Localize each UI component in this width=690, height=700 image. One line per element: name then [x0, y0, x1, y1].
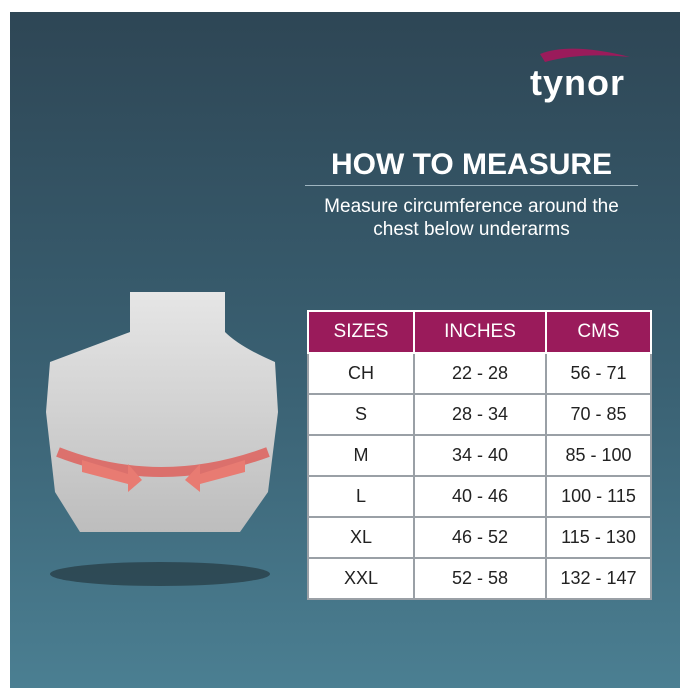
divider [305, 185, 638, 186]
torso [46, 292, 278, 532]
table-row: XXL 52 - 58 132 - 147 [307, 557, 652, 600]
table-cell: 22 - 28 [413, 352, 547, 395]
brand-logo: tynor [530, 62, 625, 103]
table-body: CH 22 - 28 56 - 71 S 28 - 34 70 - 85 M 34 - 40 8… [307, 352, 652, 600]
table-cell: 56 - 71 [545, 352, 652, 395]
table-cell: CH [307, 352, 415, 395]
subtitle: Measure circumference around the [324, 196, 619, 217]
table-row: S 28 - 34 70 - 85 [307, 393, 652, 436]
illustration [46, 48, 630, 586]
column-header: INCHES [413, 310, 547, 354]
table-cell: 40 - 46 [413, 475, 547, 518]
column-header: SIZES [307, 310, 415, 354]
subtitle: chest below underarms [373, 219, 570, 240]
table-cell: 100 - 115 [545, 475, 652, 518]
table-cell: M [307, 434, 415, 477]
logo-swoosh [540, 48, 630, 62]
table-cell: 46 - 52 [413, 516, 547, 559]
table-row: M 34 - 40 85 - 100 [307, 434, 652, 477]
shadow [50, 562, 270, 586]
table-row: L 40 - 46 100 - 115 [307, 475, 652, 518]
table-cell: 115 - 130 [545, 516, 652, 559]
table-cell: 28 - 34 [413, 393, 547, 436]
table-row: XL 46 - 52 115 - 130 [307, 516, 652, 559]
arrow-right [185, 460, 245, 492]
table-cell: 132 - 147 [545, 557, 652, 600]
header-row: SIZES INCHES CMS [307, 310, 652, 354]
table-cell: 52 - 58 [413, 557, 547, 600]
table-cell: L [307, 475, 415, 518]
table-cell: XL [307, 516, 415, 559]
table-cell: S [307, 393, 415, 436]
column-header: CMS [545, 310, 652, 354]
size-table: SIZES INCHES CMS CH 22 - 28 56 - 71 S 28 - 34 7… [307, 310, 652, 600]
table-cell: 70 - 85 [545, 393, 652, 436]
table-cell: XXL [307, 557, 415, 600]
table-cell: 85 - 100 [545, 434, 652, 477]
poster: tynor HOW TO MEASURE Measure circumferen… [10, 12, 680, 688]
table-row: CH 22 - 28 56 - 71 [307, 352, 652, 395]
table-cell: 34 - 40 [413, 434, 547, 477]
arrow-left [82, 460, 142, 492]
title: HOW TO MEASURE [330, 148, 613, 181]
